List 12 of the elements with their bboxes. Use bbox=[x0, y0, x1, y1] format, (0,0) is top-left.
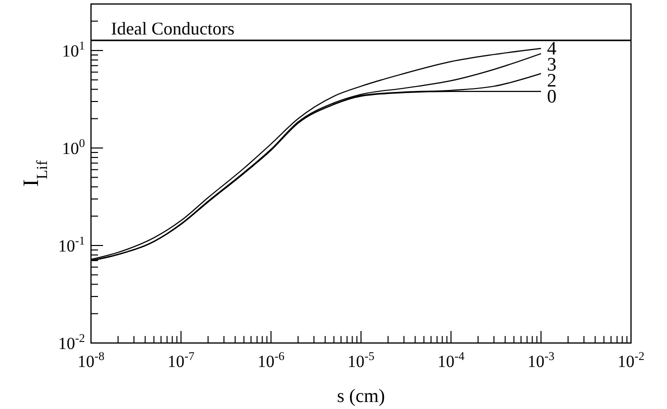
x-tick-label: 10$^{-2}$ bbox=[618, 349, 645, 371]
x-tick-label: 10$^{-4}$ bbox=[438, 349, 465, 371]
x-tick-label: 10$^{-6}$ bbox=[258, 349, 285, 371]
x-axis-title: s (cm) bbox=[336, 386, 386, 407]
x-tick-label: 10$^{-5}$ bbox=[348, 349, 375, 371]
ref-line-label: Ideal Conductors bbox=[111, 18, 234, 38]
x-tick-label: 10$^{-3}$ bbox=[528, 349, 555, 371]
y-tick-label: 10$^{1}$ bbox=[62, 38, 86, 61]
series-label: 0 bbox=[547, 86, 556, 108]
y-tick-label: 10$^{-1}$ bbox=[58, 234, 86, 256]
x-tick-label: 10$^{-7}$ bbox=[168, 349, 195, 371]
y-tick-label: 10$^{0}$ bbox=[62, 136, 86, 158]
